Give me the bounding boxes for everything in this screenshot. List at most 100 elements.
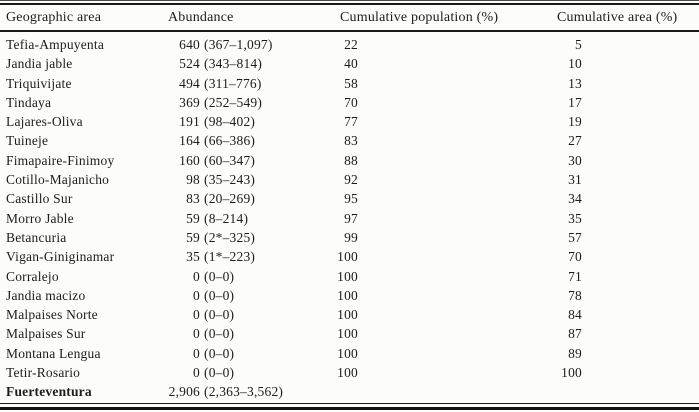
cumulative-population-cell: 58 xyxy=(344,75,358,91)
geographic-area-cell: Jandia jable xyxy=(6,56,73,72)
geographic-area-cell: Corralejo xyxy=(6,268,59,284)
cumulative-population-cell: 100 xyxy=(337,268,358,284)
cumulative-area-cell: 5 xyxy=(575,37,582,52)
column-header-cumulative-population: Cumulative population (%) xyxy=(340,10,499,25)
abundance-value-cell: 2,906 xyxy=(168,384,200,400)
table-top-rule-thin xyxy=(0,0,699,1)
cumulative-area-cell: 78 xyxy=(568,287,582,303)
abundance-value-cell: 640 xyxy=(179,37,200,52)
table-row: Triquivijate 494 (311–776) 58 13 xyxy=(0,74,699,93)
cumulative-population-cell: 100 xyxy=(337,249,358,265)
abundance-value-cell: 0 xyxy=(193,268,200,284)
table-row: Fuerteventura 2,906 (2,363–3,562) xyxy=(0,382,699,401)
geographic-area-cell: Vigan-Giniginamar xyxy=(6,249,115,265)
cumulative-population-cell: 100 xyxy=(337,326,358,342)
table-row: Jandia macizo 0 (0–0) 100 78 xyxy=(0,286,699,305)
table-row: Morro Jable 59 (8–214) 97 35 xyxy=(0,209,699,228)
abundance-value-cell: 191 xyxy=(179,114,200,130)
abundance-range-cell: (311–776) xyxy=(204,75,262,91)
geographic-area-cell: Tetir-Rosario xyxy=(6,365,81,381)
abundance-range-cell: (60–347) xyxy=(204,152,256,168)
geographic-area-cell: Lajares-Oliva xyxy=(6,114,83,130)
table-row: Tefia-Ampuyenta 640 (367–1,097) 22 5 xyxy=(0,35,699,54)
abundance-range-cell: (0–0) xyxy=(204,365,235,381)
cumulative-area-cell: 13 xyxy=(568,75,582,91)
geographic-area-cell: Malpaises Norte xyxy=(6,307,98,323)
cumulative-population-cell: 97 xyxy=(344,210,358,226)
abundance-value-cell: 0 xyxy=(193,345,200,361)
abundance-range-cell: (35–243) xyxy=(204,172,256,188)
cumulative-population-cell: 70 xyxy=(344,94,358,110)
abundance-value-cell: 35 xyxy=(186,249,200,265)
cumulative-area-cell: 84 xyxy=(568,307,582,323)
abundance-value-cell: 369 xyxy=(179,94,200,110)
geographic-area-cell: Triquivijate xyxy=(6,75,72,91)
abundance-range-cell: (1*–223) xyxy=(204,249,256,265)
column-header-geographic-area: Geographic area xyxy=(6,10,102,25)
cumulative-population-cell: 100 xyxy=(337,345,358,361)
table-row: Lajares-Oliva 191 (98–402) 77 19 xyxy=(0,112,699,131)
abundance-range-cell: (252–549) xyxy=(204,94,263,110)
geographic-area-cell: Montana Lengua xyxy=(6,345,101,361)
table-row: Tuineje 164 (66–386) 83 27 xyxy=(0,131,699,150)
geographic-area-cell: Jandia macizo xyxy=(6,287,86,303)
geographic-area-cell: Tindaya xyxy=(6,94,52,110)
cumulative-area-cell: 71 xyxy=(568,268,582,284)
geographic-area-cell: Morro Jable xyxy=(6,210,74,226)
header-separator-rule xyxy=(0,30,699,32)
abundance-value-cell: 0 xyxy=(193,307,200,323)
table-row: Tetir-Rosario 0 (0–0) 100 100 xyxy=(0,363,699,382)
table-row: Cotillo-Majanicho 98 (35–243) 92 31 xyxy=(0,170,699,189)
abundance-value-cell: 0 xyxy=(193,287,200,303)
table-row: Castillo Sur 83 (20–269) 95 34 xyxy=(0,189,699,208)
abundance-range-cell: (0–0) xyxy=(204,307,235,323)
column-header-abundance: Abundance xyxy=(168,10,234,25)
geographic-area-cell: Tuineje xyxy=(6,133,49,149)
geographic-area-cell: Fimapaire-Finimoy xyxy=(6,152,115,168)
table-row: Tindaya 369 (252–549) 70 17 xyxy=(0,93,699,112)
cumulative-area-cell: 57 xyxy=(568,229,582,245)
geographic-area-cell: Betancuria xyxy=(6,229,67,245)
table-row: Fimapaire-Finimoy 160 (60–347) 88 30 xyxy=(0,151,699,170)
cumulative-area-cell: 70 xyxy=(568,249,582,265)
geographic-area-cell: Fuerteventura xyxy=(6,384,92,400)
cumulative-population-cell: 83 xyxy=(344,133,358,149)
cumulative-area-cell: 27 xyxy=(568,133,582,149)
abundance-range-cell: (343–814) xyxy=(204,56,263,72)
abundance-value-cell: 0 xyxy=(193,365,200,381)
cumulative-area-cell: 31 xyxy=(568,172,582,188)
geographic-area-cell: Malpaises Sur xyxy=(6,326,86,342)
table-bottom-rule-thick xyxy=(0,407,699,410)
cumulative-population-cell: 99 xyxy=(344,229,358,245)
cumulative-population-cell: 22 xyxy=(344,37,358,52)
abundance-range-cell: (8–214) xyxy=(204,210,249,226)
abundance-value-cell: 83 xyxy=(186,191,200,207)
cumulative-area-cell: 89 xyxy=(568,345,582,361)
geographic-area-cell: Cotillo-Majanicho xyxy=(6,172,110,188)
abundance-range-cell: (0–0) xyxy=(204,345,235,361)
table-row: Corralejo 0 (0–0) 100 71 xyxy=(0,267,699,286)
cumulative-population-cell: 100 xyxy=(337,307,358,323)
cumulative-area-cell: 87 xyxy=(568,326,582,342)
abundance-value-cell: 98 xyxy=(186,172,200,188)
abundance-range-cell: (2*–325) xyxy=(204,229,256,245)
table-row: Montana Lengua 0 (0–0) 100 89 xyxy=(0,344,699,363)
table-row: Vigan-Giniginamar 35 (1*–223) 100 70 xyxy=(0,247,699,266)
table-body: Tefia-Ampuyenta 640 (367–1,097) 22 5 Jan… xyxy=(0,35,699,402)
table-row: Malpaises Norte 0 (0–0) 100 84 xyxy=(0,305,699,324)
cumulative-population-cell: 88 xyxy=(344,152,358,168)
cumulative-area-cell: 10 xyxy=(568,56,582,72)
cumulative-population-cell: 95 xyxy=(344,191,358,207)
cumulative-population-cell: 77 xyxy=(344,114,358,130)
cumulative-population-cell: 100 xyxy=(337,287,358,303)
abundance-value-cell: 59 xyxy=(186,210,200,226)
table-bottom-rule-thin xyxy=(0,403,699,405)
cumulative-area-cell: 19 xyxy=(568,114,582,130)
cumulative-area-cell: 17 xyxy=(568,94,582,110)
abundance-value-cell: 494 xyxy=(179,75,200,91)
abundance-range-cell: (98–402) xyxy=(204,114,256,130)
abundance-value-cell: 0 xyxy=(193,326,200,342)
cumulative-area-cell: 30 xyxy=(568,152,582,168)
table-row: Betancuria 59 (2*–325) 99 57 xyxy=(0,228,699,247)
